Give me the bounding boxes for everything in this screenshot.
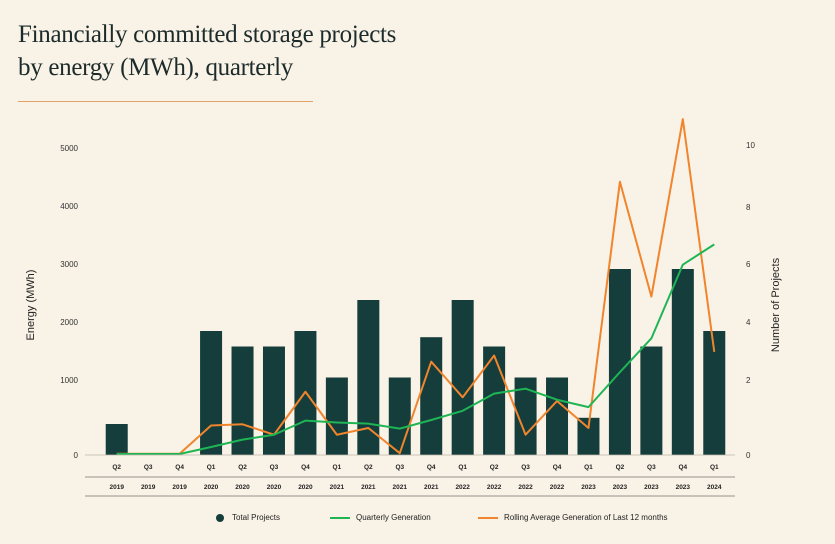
x-tick-quarter: Q1 <box>584 464 593 471</box>
x-tick-year: 2019 <box>141 484 156 491</box>
x-tick-quarter: Q4 <box>678 464 687 471</box>
bar <box>608 269 631 455</box>
y-tick-right: 0 <box>746 451 751 460</box>
x-tick-year: 2023 <box>613 484 628 491</box>
y-axis-label-left: Energy (MWh) <box>25 270 37 341</box>
x-tick-year: 2020 <box>267 484 282 491</box>
x-tick-quarter: Q1 <box>207 464 216 471</box>
x-tick-quarter: Q1 <box>458 464 467 471</box>
y-tick-left: 0 <box>74 451 79 460</box>
legend-label: Rolling Average Generation of Last 12 mo… <box>504 513 668 522</box>
x-tick-year: 2022 <box>455 484 470 491</box>
x-tick-quarter: Q2 <box>616 464 625 471</box>
x-tick-year: 2022 <box>487 484 502 491</box>
x-tick-year: 2020 <box>235 484 250 491</box>
x-tick-year: 2022 <box>518 484 533 491</box>
y-tick-right: 4 <box>746 318 751 327</box>
y-tick-right: 6 <box>746 260 751 269</box>
y-tick-left: 4000 <box>60 202 78 211</box>
x-axis: Q2 2019 Q3 2019 Q4 2019 Q1 2020 Q2 2020 Q3 2020 Q4 20… <box>85 454 735 497</box>
chart-title-line1: Financially committed storage projects <box>18 21 397 48</box>
bar <box>357 300 380 455</box>
legend-item-rolling-average: Rolling Average Generation of Last 12 mo… <box>478 513 668 522</box>
bar <box>671 269 694 455</box>
y-tick-right: 8 <box>746 203 751 212</box>
y-tick-right: 2 <box>746 376 751 385</box>
x-tick-quarter: Q4 <box>301 464 310 471</box>
line-rolling-average <box>116 118 716 455</box>
legend-label: Total Projects <box>232 513 281 522</box>
bar <box>577 417 600 455</box>
left-y-axis: 5000 4000 3000 2000 1000 0 <box>60 144 78 460</box>
x-tick-year: 2019 <box>172 484 187 491</box>
title-underline <box>18 101 313 102</box>
x-tick-year: 2023 <box>676 484 691 491</box>
legend-line-icon <box>478 516 498 519</box>
x-tick-quarter: Q4 <box>553 464 562 471</box>
legend-dot-icon <box>216 513 224 522</box>
x-tick-quarter: Q3 <box>647 464 656 471</box>
bar <box>514 377 537 455</box>
x-tick-quarter: Q3 <box>521 464 530 471</box>
x-tick-year: 2020 <box>204 484 219 491</box>
right-y-axis: 10 8 6 4 2 0 <box>746 141 755 460</box>
x-tick-quarter: Q2 <box>364 464 373 471</box>
x-tick-year: 2021 <box>393 484 408 491</box>
x-tick-quarter: Q3 <box>395 464 404 471</box>
y-tick-left: 2000 <box>60 318 78 327</box>
bar <box>451 300 474 455</box>
x-tick-quarter: Q1 <box>333 464 342 471</box>
line-series <box>116 118 716 455</box>
chart-title: Financially committed storage projects b… <box>18 18 458 84</box>
legend-label: Quarterly Generation <box>356 513 431 522</box>
bar <box>420 337 443 455</box>
y-tick-left: 1000 <box>60 376 78 385</box>
x-tick-quarter: Q3 <box>144 464 153 471</box>
x-tick-year: 2022 <box>550 484 565 491</box>
legend-line-icon <box>330 516 350 519</box>
line-quarterly-generation <box>116 243 715 455</box>
legend: Total Projects Quarterly Generation Roll… <box>0 513 835 527</box>
y-tick-left: 3000 <box>60 260 78 269</box>
chart-title-line2: by energy (MWh), quarterly <box>18 54 293 81</box>
x-tick-year: 2021 <box>330 484 345 491</box>
y-axis-label-right: Number of Projects <box>770 257 782 352</box>
x-tick-year: 2023 <box>644 484 659 491</box>
bar-series-total-projects <box>105 269 726 455</box>
bar <box>483 346 506 455</box>
x-tick-quarter: Q2 <box>490 464 499 471</box>
bar <box>703 331 726 455</box>
legend-item-total-projects: Total Projects <box>216 513 280 522</box>
bar <box>640 346 663 455</box>
x-tick-year: 2024 <box>707 484 722 491</box>
legend-item-quarterly-generation: Quarterly Generation <box>330 513 431 522</box>
bar <box>262 346 285 455</box>
x-tick-year: 2021 <box>361 484 376 491</box>
y-tick-left: 5000 <box>60 144 78 153</box>
bar <box>231 346 254 455</box>
y-tick-right: 10 <box>746 141 755 150</box>
bar <box>105 424 128 455</box>
x-tick-year: 2023 <box>581 484 596 491</box>
x-tick-quarter: Q2 <box>238 464 247 471</box>
x-tick-quarter: Q4 <box>427 464 436 471</box>
x-tick-year: 2021 <box>424 484 439 491</box>
x-tick-quarter: Q4 <box>175 464 184 471</box>
x-tick-quarter: Q1 <box>710 464 719 471</box>
x-tick-quarter: Q3 <box>270 464 279 471</box>
x-tick-year: 2020 <box>298 484 313 491</box>
bar <box>325 377 348 455</box>
bar <box>388 377 411 455</box>
bar <box>200 331 223 455</box>
x-tick-quarter: Q2 <box>112 464 121 471</box>
x-tick-year: 2019 <box>109 484 124 491</box>
bar <box>546 377 569 455</box>
